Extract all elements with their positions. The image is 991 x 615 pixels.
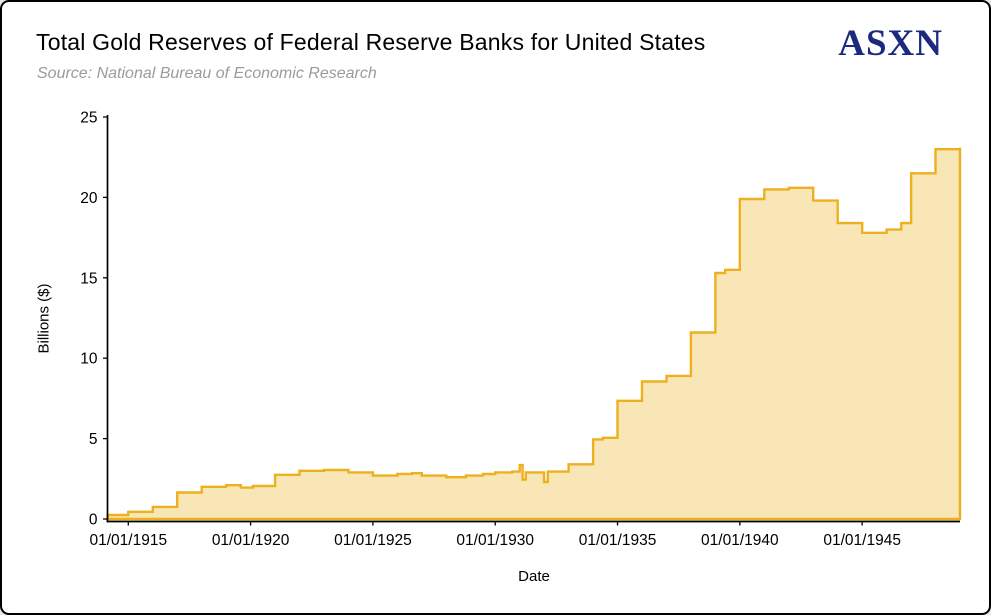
x-tick-label: 01/01/1935 bbox=[579, 532, 657, 549]
chart-title: Total Gold Reserves of Federal Reserve B… bbox=[36, 29, 706, 55]
series-line bbox=[106, 147, 962, 521]
x-tick-label: 01/01/1920 bbox=[212, 532, 290, 549]
x-tick-label: 01/01/1940 bbox=[701, 532, 779, 549]
x-tick-label: 01/01/1945 bbox=[823, 532, 901, 549]
y-tick-label: 15 bbox=[80, 270, 97, 287]
area-fill bbox=[107, 147, 960, 519]
x-tick-label: 01/01/1915 bbox=[90, 532, 168, 549]
y-tick-label: 5 bbox=[89, 431, 98, 448]
chart-source-subtitle: Source: National Bureau of Economic Rese… bbox=[37, 65, 377, 82]
y-tick-label: 20 bbox=[80, 190, 98, 207]
x-axis-title: Date bbox=[518, 568, 550, 585]
y-axis-title: Billions ($) bbox=[35, 283, 53, 354]
y-tick-label: 0 bbox=[89, 512, 98, 529]
y-tick-label: 25 bbox=[80, 110, 97, 127]
x-tick-label: 01/01/1930 bbox=[456, 532, 534, 549]
x-tick-label: 01/01/1925 bbox=[334, 532, 412, 549]
y-tick-label: 10 bbox=[80, 351, 98, 368]
asxn-logo: ASXN bbox=[838, 23, 943, 64]
